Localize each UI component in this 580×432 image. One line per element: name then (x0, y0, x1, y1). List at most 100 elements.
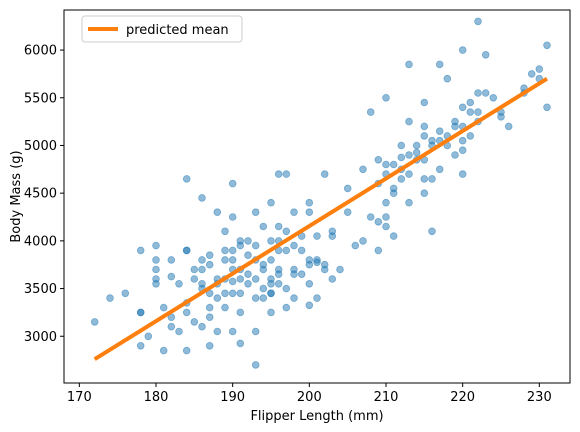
scatter-point (282, 227, 291, 236)
scatter-point (121, 289, 130, 298)
scatter-point (382, 94, 390, 102)
scatter-point (236, 241, 245, 250)
scatter-point (405, 151, 413, 159)
x-tick-label: 220 (450, 390, 475, 405)
scatter-point (136, 341, 145, 350)
scatter-point (267, 256, 275, 264)
scatter-point (136, 246, 145, 255)
scatter-point (489, 94, 498, 102)
scatter-points (90, 17, 551, 369)
scatter-point (313, 232, 321, 240)
y-tick-label: 3000 (24, 330, 57, 345)
scatter-point (228, 289, 237, 298)
scatter-point (282, 303, 291, 312)
scatter-point (259, 284, 268, 293)
scatter-point (198, 279, 206, 288)
scatter-point (305, 198, 314, 207)
scatter-point (374, 218, 383, 226)
scatter-point (259, 222, 268, 231)
scatter-point (175, 327, 183, 336)
scatter-point (190, 275, 199, 283)
scatter-point (236, 275, 245, 283)
scatter-point (244, 270, 252, 279)
scatter-point (106, 294, 114, 302)
scatter-point (443, 74, 452, 83)
scatter-point (313, 258, 321, 267)
scatter-point (458, 146, 467, 155)
legend: predicted mean (81, 15, 243, 43)
scatter-point (236, 308, 245, 317)
scatter-point (343, 184, 352, 193)
scatter-point (267, 289, 275, 298)
scatter-point (351, 241, 360, 250)
scatter-point (320, 265, 329, 274)
scatter-point (336, 265, 344, 274)
scatter-point (305, 260, 314, 269)
x-axis-ticks: 170 180 190 200 210 220 230 (67, 383, 552, 405)
y-tick-label: 4000 (24, 234, 57, 249)
scatter-point (267, 237, 275, 245)
scatter-point (420, 189, 429, 198)
x-axis-label: Flipper Length (mm) (250, 409, 383, 424)
scatter-point (382, 222, 390, 231)
scatter-point (267, 198, 275, 207)
scatter-point (136, 308, 145, 317)
scatter-point (405, 117, 413, 126)
scatter-point (466, 108, 475, 116)
x-tick-label: 230 (527, 390, 552, 405)
scatter-point (451, 151, 459, 159)
scatter-point (481, 89, 490, 97)
scatter-point (274, 279, 283, 288)
scatter-point (274, 270, 283, 279)
scatter-point (290, 241, 298, 250)
y-tick-label: 6000 (24, 44, 57, 59)
scatter-point (274, 170, 283, 178)
x-tick-label: 180 (144, 390, 169, 405)
y-tick-label: 5500 (24, 91, 57, 106)
legend-label: predicted mean (126, 23, 229, 38)
scatter-point (359, 165, 367, 174)
scatter-point (428, 175, 436, 183)
scatter-point (198, 265, 206, 274)
scatter-point (274, 222, 283, 231)
scatter-point (389, 232, 398, 240)
scatter-point (290, 208, 298, 217)
scatter-point (175, 279, 183, 288)
scatter-point (205, 260, 214, 269)
scatter-point (412, 141, 421, 150)
scatter-point (405, 198, 413, 207)
scatter-point (527, 70, 536, 78)
scatter-point (152, 241, 160, 250)
scatter-point (420, 122, 429, 131)
scatter-point (305, 301, 314, 310)
scatter-point (267, 308, 275, 317)
scatter-point (282, 246, 291, 255)
scatter-point (328, 275, 337, 283)
scatter-point (251, 208, 260, 217)
scatter-point (374, 156, 383, 164)
scatter-point (221, 246, 229, 255)
scatter-point (152, 265, 160, 274)
scatter-point (221, 289, 229, 298)
scatter-point (244, 251, 252, 260)
scatter-point (221, 256, 229, 264)
scatter-point (382, 213, 390, 221)
scatter-point (221, 227, 229, 236)
scatter-point (213, 294, 222, 302)
scatter-point (205, 341, 214, 350)
scatter-point (405, 60, 413, 69)
scatter-point (198, 194, 206, 202)
scatter-point (251, 241, 260, 250)
y-axis-label: Body Mass (g) (9, 150, 24, 242)
scatter-point (228, 246, 237, 255)
scatter-point (205, 303, 214, 312)
scatter-point (366, 108, 375, 116)
scatter-point (159, 303, 168, 312)
y-tick-label: 4500 (24, 187, 57, 202)
scatter-point (282, 170, 291, 178)
scatter-point (397, 141, 406, 150)
scatter-point (397, 175, 406, 183)
scatter-point (213, 327, 222, 336)
scatter-point (420, 132, 429, 140)
